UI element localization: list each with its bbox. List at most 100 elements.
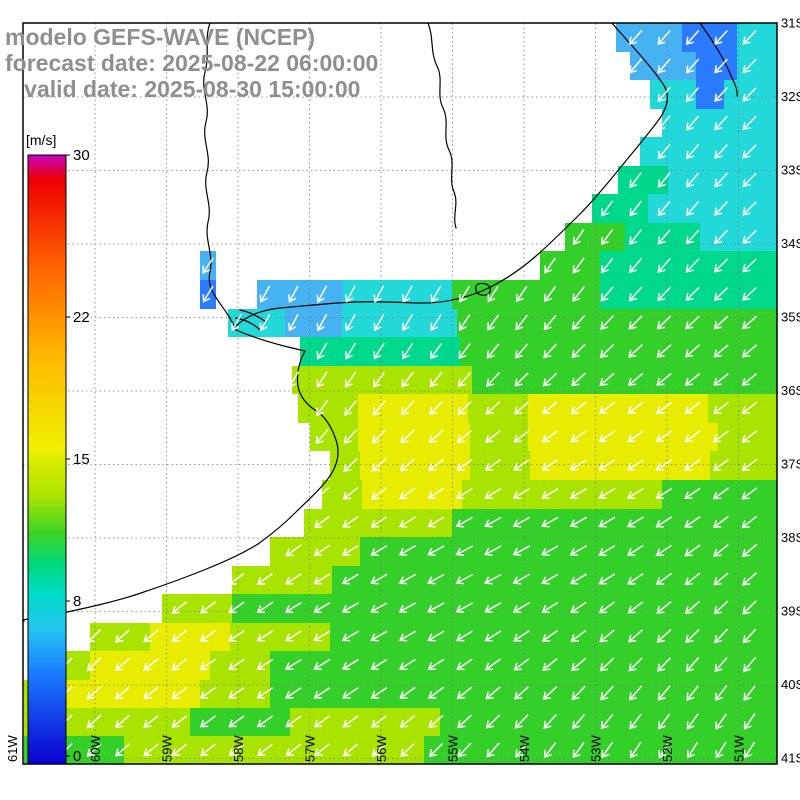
wind-arrow [655,459,673,471]
wind-arrow [256,601,274,613]
wind-arrow [741,344,758,358]
wind-arrow [171,629,188,643]
wind-arrow [402,285,413,303]
wind-arrow [456,458,473,471]
field-cell [708,394,777,423]
wind-arrow [655,430,673,443]
wind-arrow [656,372,672,386]
field-cell [150,623,230,651]
wind-arrow [655,516,673,528]
wind-arrow [741,401,758,415]
wind-arrow [284,630,302,642]
wind-arrow [599,629,615,643]
wind-arrow [285,715,302,728]
wind-arrow [513,401,530,415]
wind-arrow [484,487,502,499]
wind-arrow [428,458,444,472]
wind-arrow [571,314,586,331]
wind-arrow [370,573,388,585]
wind-arrow [86,686,102,700]
wind-arrow [628,286,643,302]
wind-arrow [457,742,472,758]
wind-arrow [599,343,615,358]
wind-arrow [171,715,188,728]
wind-arrow [228,687,245,699]
wind-arrow [484,516,502,528]
wind-arrow [427,487,445,500]
lat-label: 38S [781,530,800,545]
coastline [427,22,457,229]
wind-arrow [684,459,701,471]
wind-arrow [288,313,299,332]
wind-arrow [627,544,644,556]
field-cell [528,394,708,423]
wind-arrow [515,742,529,758]
wind-arrow [313,515,330,528]
wind-arrow [657,115,671,131]
wind-arrow [373,371,386,388]
wind-arrow [313,630,331,642]
colorbar-gradient [27,154,67,765]
wind-arrow [514,686,529,700]
wind-arrow [399,714,416,728]
wind-arrow [629,229,642,245]
wind-arrow [684,516,701,528]
wind-arrow [428,714,444,729]
wind-arrow [430,342,443,360]
wind-arrow [86,743,102,757]
wind-arrow [341,544,359,556]
wind-arrow [484,602,502,613]
wind-arrow [285,743,302,757]
wind-arrow [285,687,302,699]
colorbar-tick-label: 22 [73,309,90,326]
field-cell [90,708,190,736]
wind-arrow [427,602,445,613]
wind-arrow [686,685,699,701]
lat-label: 40S [781,677,800,692]
field-cell [232,594,777,623]
wind-arrow [486,343,500,359]
wind-arrow [228,743,245,757]
wind-arrow [543,742,557,758]
wind-arrow [398,545,416,556]
wind-arrow [202,285,214,303]
wind-arrow [316,400,329,417]
wind-arrow [628,657,643,672]
wind-arrow [741,515,758,529]
wind-arrow [399,458,416,472]
wind-arrow [685,30,700,45]
wind-arrow [713,258,729,273]
wind-arrow [712,515,729,528]
colorbar-tick-label: 15 [73,451,90,468]
wind-arrow [657,200,671,217]
wind-arrow [685,86,700,103]
wind-arrow [570,401,587,415]
wind-arrow [572,742,585,759]
wind-arrow [657,685,671,701]
field-cell [190,708,290,736]
lat-label: 32S [781,89,800,104]
wind-arrow [685,58,700,74]
wind-arrow [712,430,729,443]
wind-arrow [428,429,444,444]
wind-arrow [428,742,444,758]
field-cell [424,736,777,764]
wind-arrow [743,656,757,673]
lon-label: 55W [446,735,461,762]
field-cell [322,480,362,509]
wind-arrow [714,87,728,102]
wind-arrow [429,371,443,388]
field-cell [358,394,468,423]
wind-arrow [742,144,757,159]
wind-arrow [741,458,758,471]
wind-arrow [485,401,501,415]
wind-arrow [143,629,159,643]
coastline [235,22,668,327]
wind-arrow [600,286,614,302]
wind-arrow [627,459,644,471]
field-cell [264,736,424,764]
wind-arrow [599,401,615,415]
wind-arrow [228,572,245,585]
wind-arrow [202,257,214,274]
